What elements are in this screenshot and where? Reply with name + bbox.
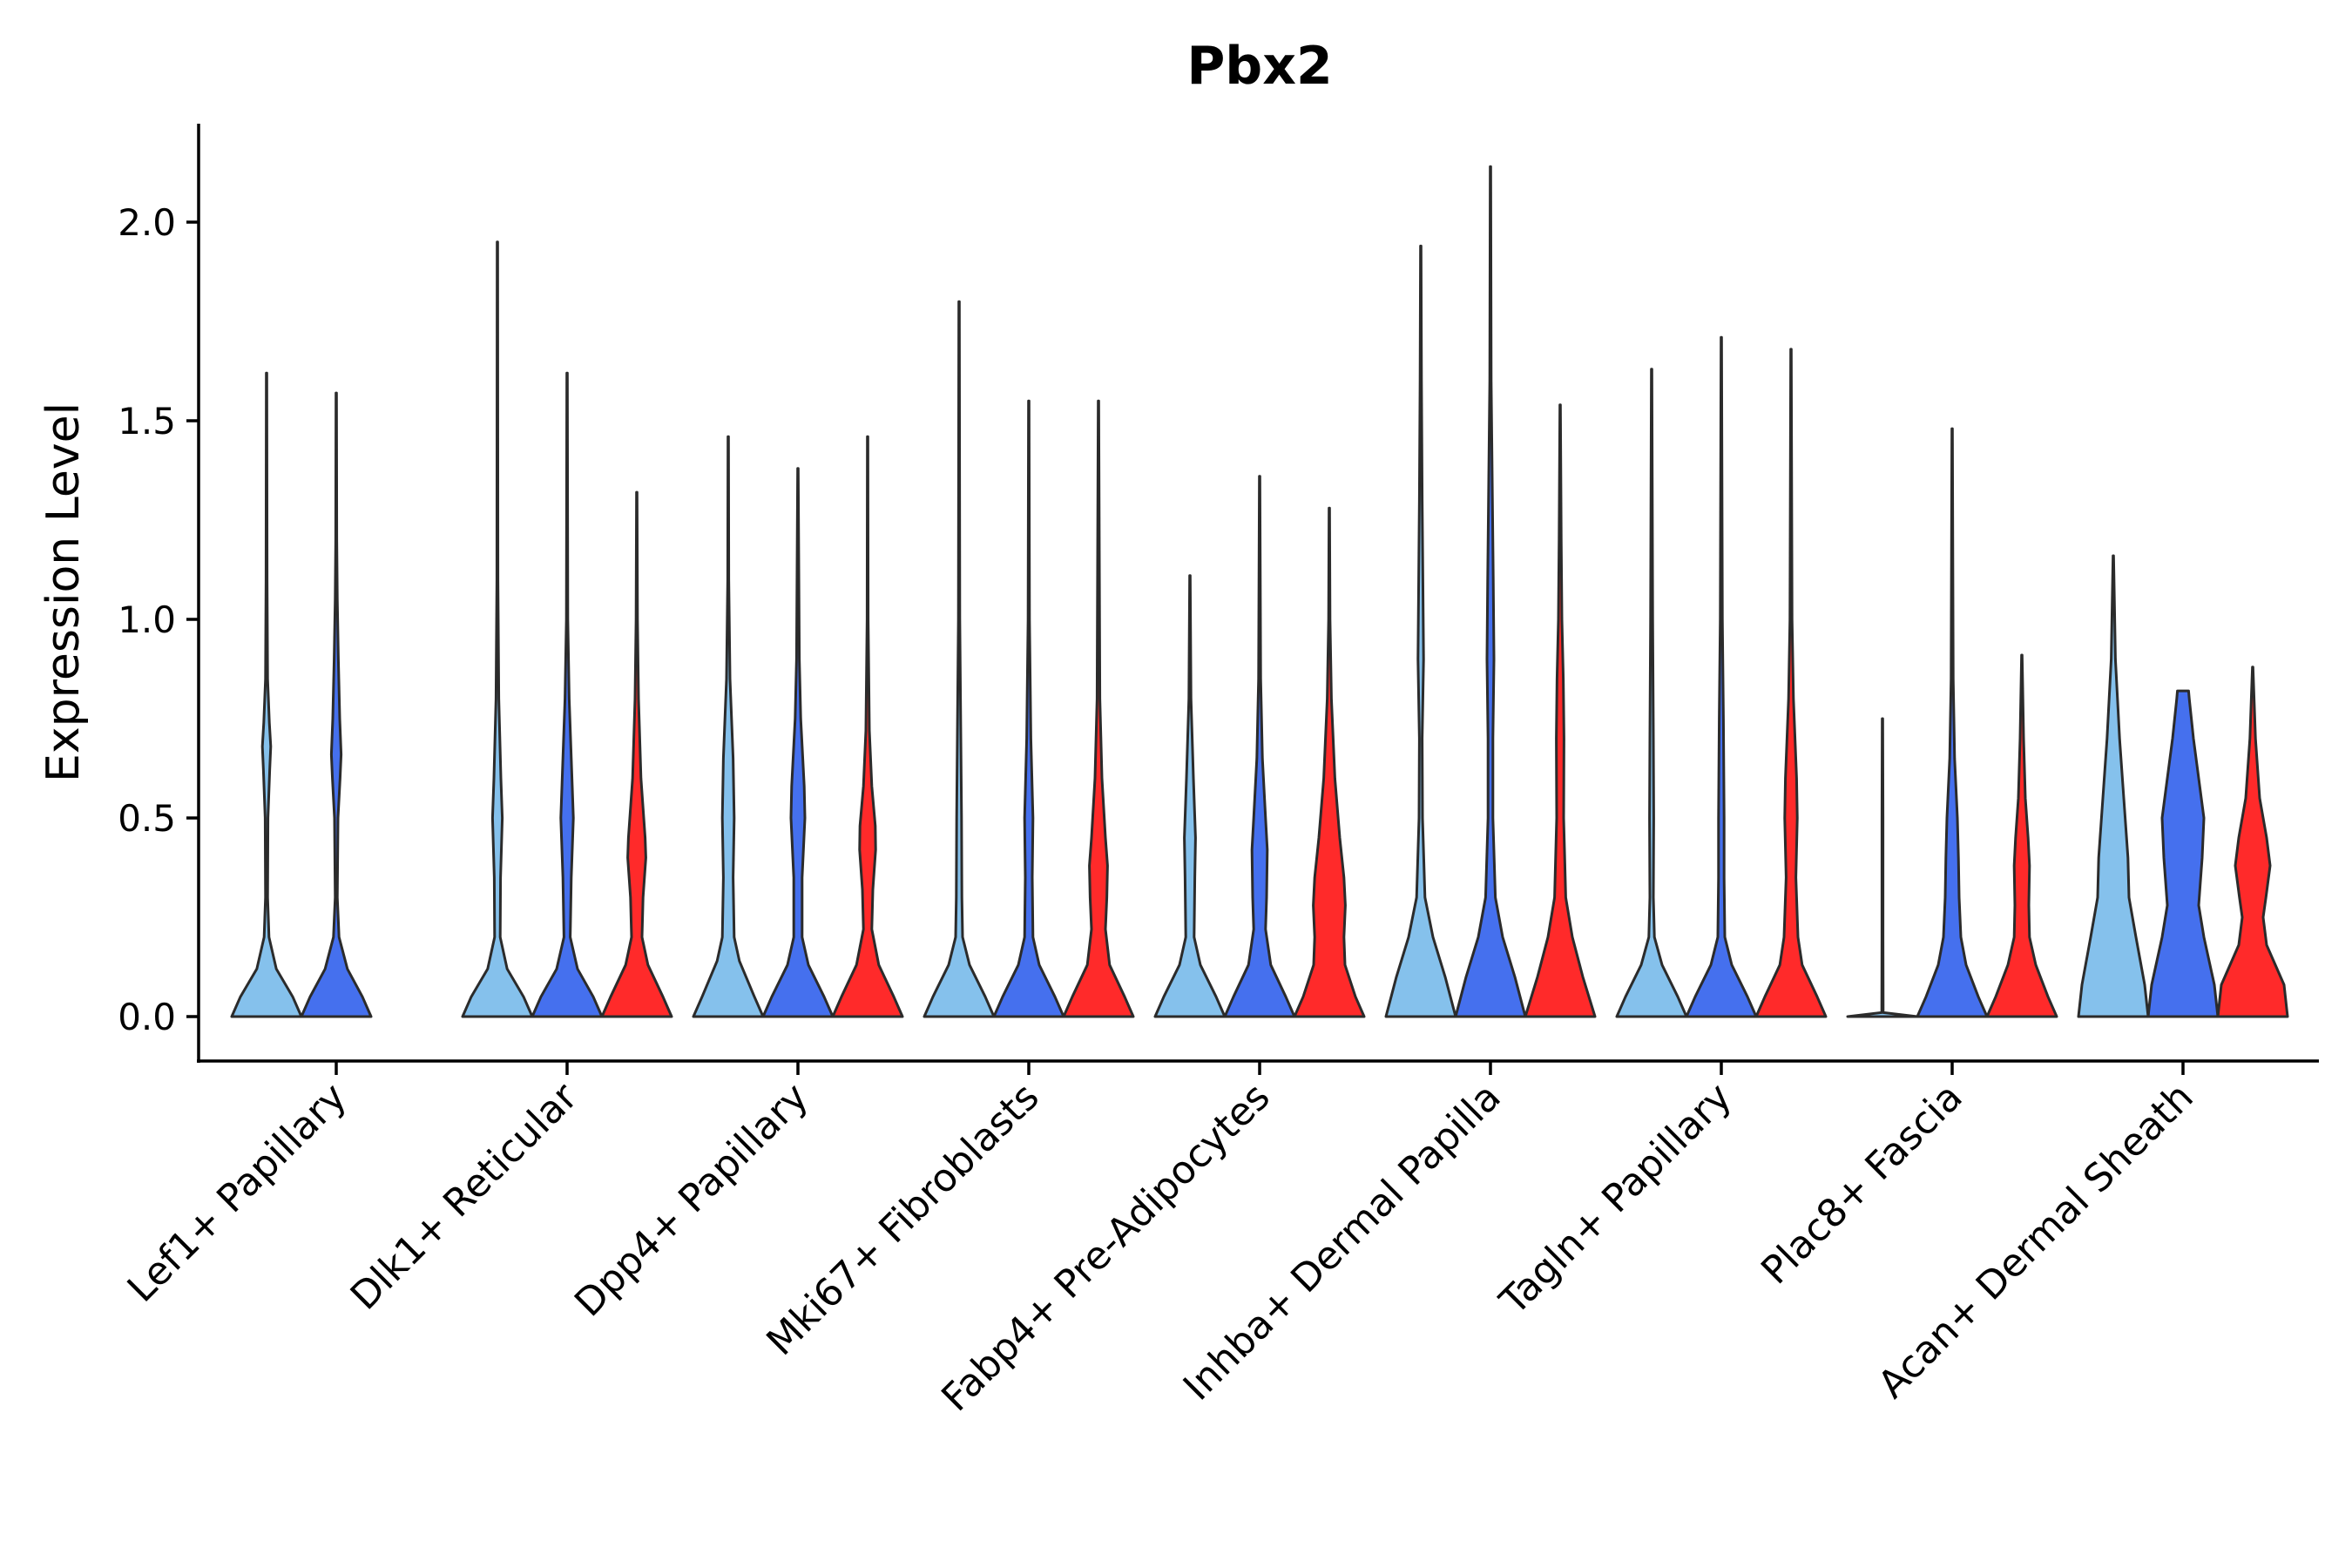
y-ticks: 0.0 0.5 1.0 1.5 2.0 xyxy=(118,201,199,1038)
violin-7-0 xyxy=(1846,717,1919,1018)
violin-1-0 xyxy=(461,240,534,1018)
violin-8-1 xyxy=(2146,689,2220,1018)
x-tick-label: Lef1+ Papillary xyxy=(119,1075,355,1311)
violins xyxy=(230,165,2289,1018)
violin-2-2 xyxy=(831,435,904,1018)
y-tick-label: 0.5 xyxy=(118,797,176,840)
violin-6-2 xyxy=(1754,348,1828,1018)
violin-8-0 xyxy=(2077,554,2150,1018)
violin-4-0 xyxy=(1153,574,1227,1018)
violin-7-1 xyxy=(1916,427,1989,1018)
y-tick-label: 1.5 xyxy=(118,400,176,443)
violin-6-0 xyxy=(1615,368,1688,1018)
violin-2-1 xyxy=(761,467,835,1018)
y-tick-label: 1.0 xyxy=(118,598,176,641)
violin-5-0 xyxy=(1384,244,1457,1018)
violin-6-1 xyxy=(1685,335,1758,1018)
violin-0-1 xyxy=(300,391,373,1018)
x-tick-label: Tagln+ Papillary xyxy=(1491,1075,1740,1324)
violin-3-1 xyxy=(992,399,1065,1018)
y-axis-label: Expression Level xyxy=(37,402,90,782)
x-tick-label: Dlk1+ Reticular xyxy=(342,1074,587,1319)
violin-5-2 xyxy=(1524,403,1597,1018)
chart-title: Pbx2 xyxy=(1186,36,1332,97)
y-tick-label: 2.0 xyxy=(118,201,176,244)
violin-7-2 xyxy=(1985,653,2058,1018)
violin-4-2 xyxy=(1293,506,1366,1018)
violin-3-0 xyxy=(923,300,996,1018)
violin-2-0 xyxy=(692,435,765,1018)
violin-0-0 xyxy=(230,371,303,1018)
violin-1-2 xyxy=(600,490,673,1018)
y-tick-label: 0.0 xyxy=(118,996,176,1038)
violin-1-1 xyxy=(531,371,604,1018)
violin-5-1 xyxy=(1454,165,1527,1018)
x-tick-label: Dpp4+ Papillary xyxy=(566,1075,817,1326)
violin-8-2 xyxy=(2216,666,2289,1018)
violin-4-1 xyxy=(1223,475,1296,1018)
x-tick-label: Plac8+ Fascia xyxy=(1753,1075,1971,1294)
violin-3-2 xyxy=(1062,399,1135,1018)
